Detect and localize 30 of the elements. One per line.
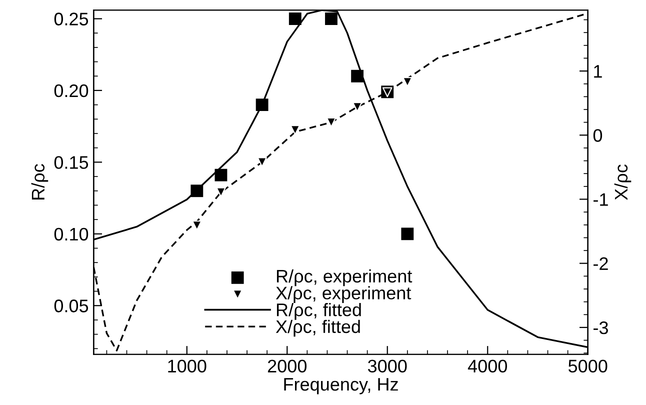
y-axis-title: R/ρc — [31, 164, 48, 200]
y2-tick-label: -1 — [594, 193, 608, 206]
x-axis-title: Frequency, Hz — [284, 378, 398, 394]
point — [325, 12, 338, 25]
point — [214, 168, 228, 182]
x-tick-label: 2000 — [268, 360, 307, 372]
y-tick-label: 0.10 — [54, 228, 88, 241]
point — [290, 125, 300, 135]
point — [288, 12, 302, 25]
y-tick-label: 0.15 — [54, 156, 88, 169]
legend-label: X/ρc, fitted — [276, 320, 360, 337]
y-tick-label: 0.20 — [54, 84, 88, 98]
y2-axis-title: X/ρc — [614, 164, 632, 200]
x-tick-label: 3000 — [368, 360, 407, 372]
point — [351, 70, 364, 82]
legend-label: R/ρc, fitted — [276, 302, 361, 320]
legend-label: X/ρc, experiment — [276, 286, 412, 303]
y-tick-label: 0.25 — [54, 12, 88, 26]
x-tick-label: 1000 — [168, 360, 206, 372]
y2-tick-label: -3 — [594, 321, 608, 334]
x-tick-label: 5000 — [568, 360, 608, 372]
y-tick-label: 0.05 — [54, 300, 88, 312]
y2-tick-label: 1 — [594, 65, 602, 78]
legend-label: R/ρc, experiment — [276, 269, 412, 286]
point — [256, 98, 268, 112]
point — [190, 184, 204, 198]
y2-tick-label: 0 — [593, 129, 602, 142]
point — [401, 228, 414, 240]
y2-tick-label: -2 — [594, 257, 608, 270]
x-tick-label: 4000 — [468, 360, 507, 372]
